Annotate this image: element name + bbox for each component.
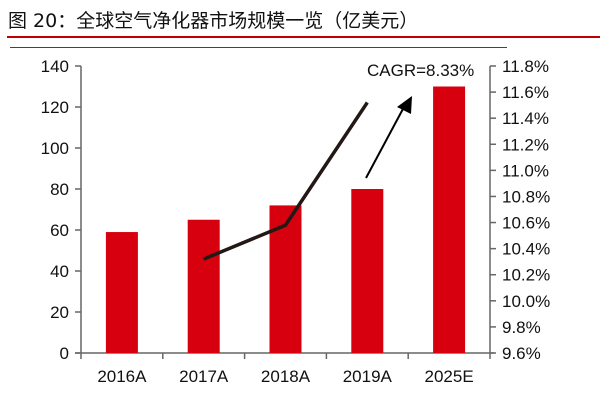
right-tick-label: 11.2% xyxy=(502,135,549,154)
right-tick-label: 10.4% xyxy=(502,240,550,259)
divider xyxy=(10,47,507,48)
left-tick-label: 40 xyxy=(50,262,69,281)
right-tick-label: 11.8% xyxy=(502,57,549,76)
cagr-arrow xyxy=(365,106,405,179)
cagr-arrowhead xyxy=(397,96,412,114)
left-tick-label: 140 xyxy=(41,57,69,76)
x-tick-label: 2016A xyxy=(97,367,147,386)
x-tick-label: 2025E xyxy=(425,367,474,386)
figure-title: 图 20：全球空气净化器市场规模一览（亿美元） xyxy=(8,10,419,32)
x-tick-label: 2019A xyxy=(343,367,393,386)
left-tick-label: 80 xyxy=(50,180,69,199)
bar-2025E xyxy=(433,86,466,353)
title-underline xyxy=(7,36,600,38)
right-tick-label: 11.4% xyxy=(502,109,549,128)
right-tick-label: 10.8% xyxy=(502,187,550,206)
left-tick-label: 0 xyxy=(60,344,69,363)
right-tick-label: 9.8% xyxy=(502,318,541,337)
right-tick-label: 11.6% xyxy=(502,83,549,102)
x-tick-label: 2018A xyxy=(261,367,311,386)
right-tick-label: 9.6% xyxy=(502,344,541,363)
right-tick-label: 10.2% xyxy=(502,266,550,285)
bar-2016A xyxy=(105,232,138,353)
cagr-annotation: CAGR=8.33% xyxy=(367,61,474,80)
left-tick-label: 120 xyxy=(41,98,69,117)
bar-2017A xyxy=(187,219,220,353)
right-tick-label: 10.6% xyxy=(502,214,550,233)
left-tick-label: 100 xyxy=(41,139,69,158)
left-tick-label: 20 xyxy=(50,303,69,322)
bar-2018A xyxy=(269,205,302,353)
bar-2019A xyxy=(351,189,384,353)
x-tick-label: 2017A xyxy=(179,367,229,386)
left-tick-label: 60 xyxy=(50,221,69,240)
right-tick-label: 11.0% xyxy=(502,161,549,180)
right-tick-label: 10.0% xyxy=(502,292,550,311)
